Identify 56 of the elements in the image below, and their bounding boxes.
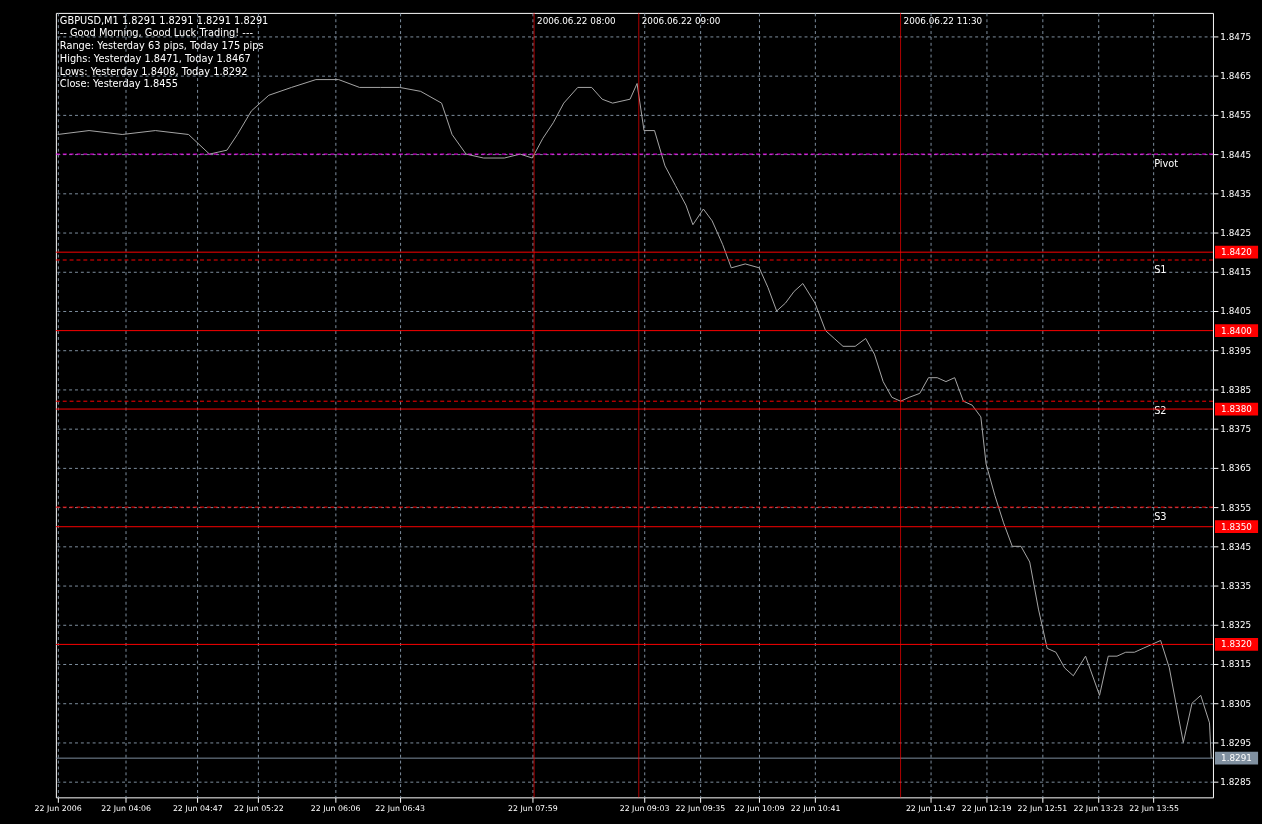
ref-line-label: Pivot <box>1154 157 1179 169</box>
ref-line-label: 2006.06.22 08:00 <box>537 15 617 26</box>
ref-line-label: S3 <box>1154 510 1167 522</box>
y-tick-label: 1.8475 <box>1220 31 1252 42</box>
ref-line-label: 1.8350 <box>1221 521 1253 532</box>
y-tick-label: 1.8405 <box>1220 306 1252 317</box>
x-tick-label: 22 Jun 2006 <box>34 803 82 813</box>
x-tick-label: 22 Jun 11:47 <box>905 803 956 813</box>
x-tick-label: 22 Jun 05:22 <box>233 803 284 813</box>
y-tick-label: 1.8295 <box>1220 737 1252 748</box>
y-tick-label: 1.8435 <box>1220 188 1252 199</box>
y-tick-label: 1.8325 <box>1220 620 1252 631</box>
x-tick-label: 22 Jun 04:47 <box>172 803 223 813</box>
x-tick-label: 22 Jun 06:06 <box>310 803 361 813</box>
x-tick-label: 22 Jun 09:03 <box>619 803 670 813</box>
ref-line-label: 1.8380 <box>1221 404 1253 414</box>
y-tick-label: 1.8445 <box>1220 149 1252 160</box>
y-tick-label: 1.8315 <box>1220 659 1252 670</box>
y-tick-label: 1.8425 <box>1220 227 1252 238</box>
ref-line-label: S1 <box>1154 263 1167 275</box>
ref-line-label: 1.8291 <box>1221 753 1252 764</box>
ref-line-label: 1.8400 <box>1221 325 1253 336</box>
x-tick-label: 22 Jun 13:23 <box>1073 803 1124 813</box>
annotation: -- Good Morning, Good Luck Trading! --- <box>59 27 254 39</box>
ref-line-label: 1.8320 <box>1221 639 1253 650</box>
annotation: Close: Yesterday 1.8455 <box>59 78 178 90</box>
ref-line-label: 2006.06.22 09:00 <box>641 15 721 26</box>
chart-title: GBPUSD,M1 1.8291 1.8291 1.8291 1.8291 <box>59 14 269 26</box>
x-tick-label: 22 Jun 10:41 <box>790 803 841 813</box>
ref-line-label: 1.8420 <box>1221 247 1253 258</box>
y-tick-label: 1.8455 <box>1220 110 1252 121</box>
y-tick-label: 1.8385 <box>1220 384 1252 395</box>
annotation: Lows: Yesterday 1.8408, Today 1.8292 <box>59 65 248 77</box>
x-tick-label: 22 Jun 13:55 <box>1129 803 1180 813</box>
x-tick-label: 22 Jun 12:51 <box>1017 803 1068 813</box>
x-tick-label: 22 Jun 10:09 <box>734 803 785 813</box>
x-tick-label: 22 Jun 04:06 <box>101 803 152 813</box>
ref-line-label: 2006.06.22 11:30 <box>903 15 983 26</box>
y-tick-label: 1.8395 <box>1220 345 1252 356</box>
ref-line-label: S2 <box>1154 404 1167 416</box>
y-tick-label: 1.8415 <box>1220 267 1252 278</box>
x-tick-label: 22 Jun 06:43 <box>375 803 426 813</box>
y-tick-label: 1.8345 <box>1220 541 1252 552</box>
x-tick-label: 22 Jun 12:19 <box>961 803 1012 813</box>
y-tick-label: 1.8365 <box>1220 463 1252 474</box>
line-series <box>57 79 1212 759</box>
x-tick-label: 22 Jun 09:35 <box>675 803 726 813</box>
y-tick-label: 1.8355 <box>1220 502 1252 513</box>
annotation: Range: Yesterday 63 pips, Today 175 pips <box>59 40 264 52</box>
annotation: Highs: Yesterday 1.8471, Today 1.8467 <box>59 52 251 64</box>
y-tick-label: 1.8285 <box>1220 777 1252 788</box>
y-tick-label: 1.8375 <box>1220 424 1252 435</box>
y-tick-label: 1.8335 <box>1220 580 1252 591</box>
x-tick-label: 22 Jun 07:59 <box>507 803 558 813</box>
y-tick-label: 1.8465 <box>1220 71 1252 82</box>
y-tick-label: 1.8305 <box>1220 698 1252 709</box>
